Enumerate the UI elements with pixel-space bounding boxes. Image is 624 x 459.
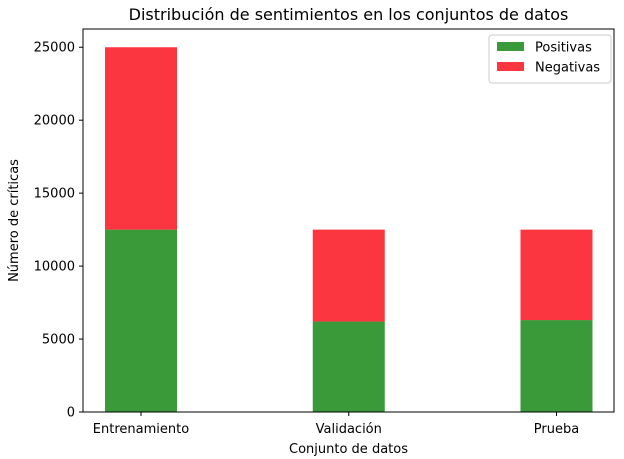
bar-negativas-validación bbox=[312, 229, 385, 322]
legend-swatch-negativas bbox=[497, 62, 524, 71]
x-tick-label: Prueba bbox=[534, 422, 579, 437]
y-tick-label: 10000 bbox=[34, 260, 75, 275]
x-axis: Entrenamiento Validación Prueba bbox=[93, 412, 579, 437]
bar-negativas-prueba bbox=[520, 229, 593, 321]
bar-positivas-prueba bbox=[520, 320, 593, 412]
legend-label-negativas: Negativas bbox=[535, 61, 600, 76]
legend-swatch-positivas bbox=[497, 42, 524, 51]
y-tick-label: 25000 bbox=[34, 41, 75, 56]
y-tick-label: 0 bbox=[67, 406, 75, 421]
x-tick-label: Entrenamiento bbox=[93, 422, 189, 437]
bar-negativas-entrenamiento bbox=[105, 47, 177, 230]
bars bbox=[105, 47, 593, 412]
x-tick-label: Validación bbox=[316, 422, 382, 437]
legend-label-positivas: Positivas bbox=[535, 41, 592, 56]
y-axis: 0 5000 10000 15000 20000 25000 bbox=[34, 41, 83, 421]
legend: Positivas Negativas bbox=[488, 34, 612, 84]
y-tick-label: 20000 bbox=[34, 114, 75, 129]
chart-title: Distribución de sentimientos en los conj… bbox=[129, 5, 569, 24]
y-tick-label: 5000 bbox=[42, 333, 75, 348]
y-axis-label: Número de críticas bbox=[7, 159, 22, 282]
bar-positivas-validación bbox=[312, 321, 385, 412]
x-axis-label: Conjunto de datos bbox=[289, 442, 408, 457]
bar-positivas-entrenamiento bbox=[105, 229, 177, 412]
y-tick-label: 15000 bbox=[34, 187, 75, 202]
